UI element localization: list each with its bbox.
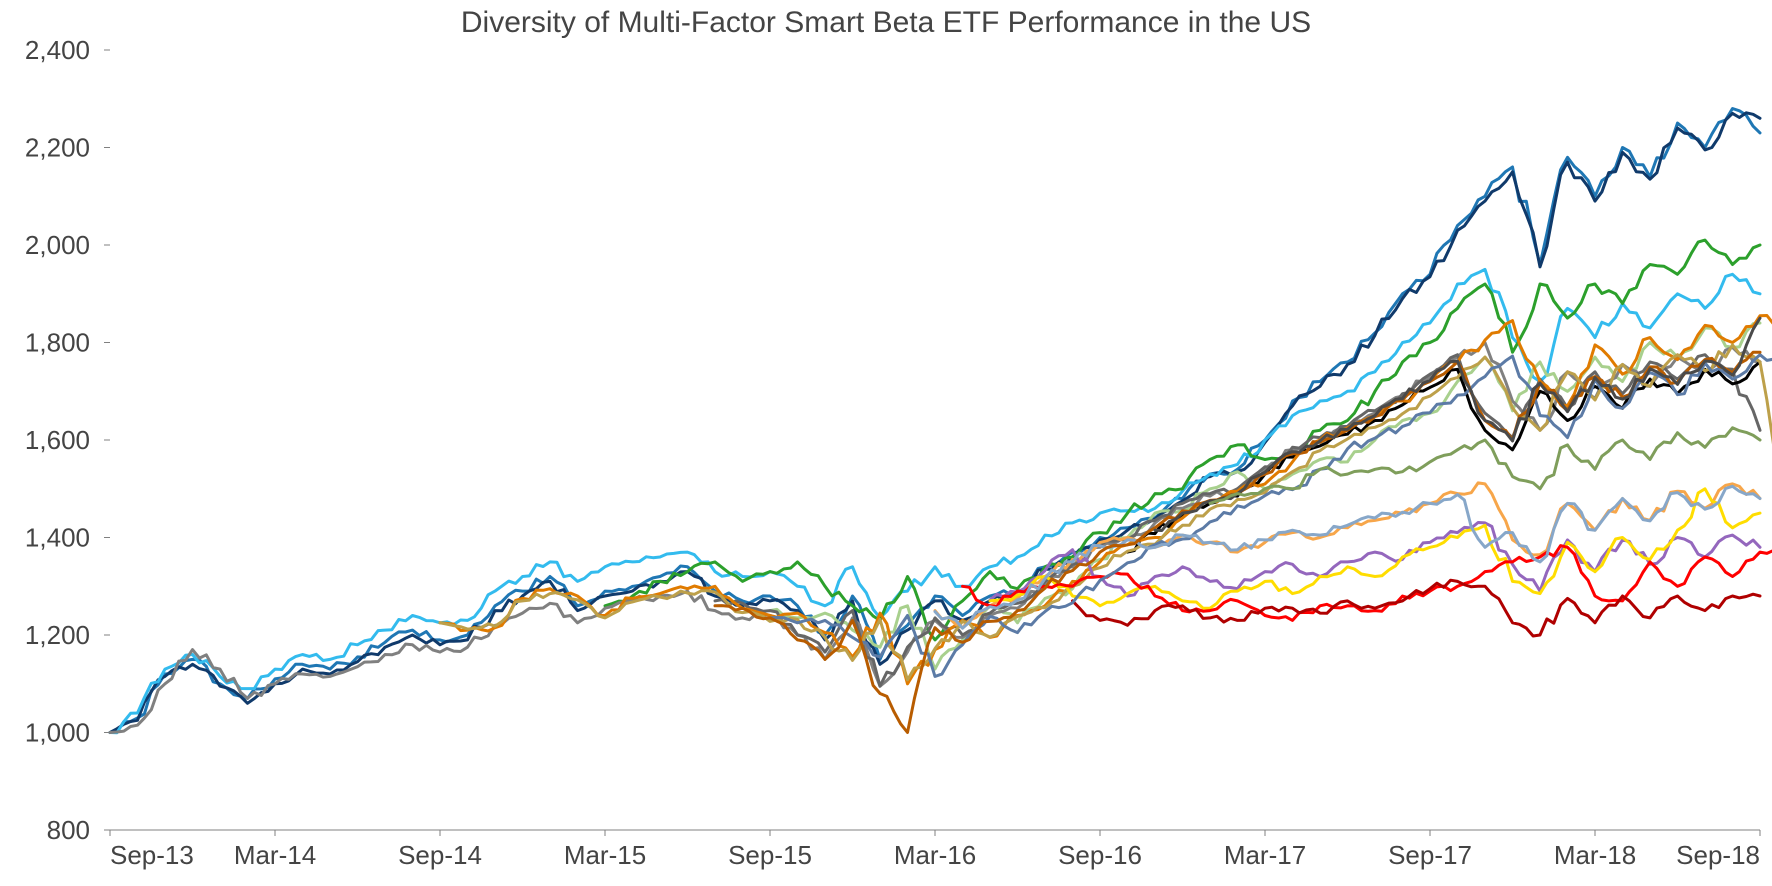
x-tick-label: Mar-17 — [1224, 840, 1306, 870]
series-etf-18 — [715, 352, 1760, 732]
x-tick-label: Sep-18 — [1676, 840, 1760, 870]
y-tick-label: 2,200 — [25, 133, 90, 163]
x-tick-label: Sep-14 — [398, 840, 482, 870]
x-tick-label: Mar-15 — [564, 840, 646, 870]
x-tick-label: Sep-15 — [728, 840, 812, 870]
x-tick-label: Mar-18 — [1554, 840, 1636, 870]
y-tick-label: 1,800 — [25, 328, 90, 358]
y-tick-label: 2,400 — [25, 35, 90, 65]
chart-container: Diversity of Multi-Factor Smart Beta ETF… — [0, 0, 1772, 886]
series-etf-15 — [1073, 580, 1761, 636]
y-tick-label: 1,600 — [25, 425, 90, 455]
x-tick-label: Sep-16 — [1058, 840, 1142, 870]
x-tick-label: Sep-17 — [1388, 840, 1472, 870]
x-tick-label: Mar-16 — [894, 840, 976, 870]
x-tick-label: Sep-13 — [110, 840, 194, 870]
y-tick-label: 800 — [47, 815, 90, 845]
y-tick-label: 1,000 — [25, 718, 90, 748]
line-chart: 800 1,000 1,200 1,400 1,600 1,800 2,000 2,200 2,… — [0, 0, 1772, 886]
y-tick-label: 1,400 — [25, 523, 90, 553]
x-tick-label: Mar-14 — [234, 840, 316, 870]
series-etf-9 — [440, 311, 1772, 684]
y-tick-label: 2,000 — [25, 230, 90, 260]
y-tick-label: 1,200 — [25, 620, 90, 650]
